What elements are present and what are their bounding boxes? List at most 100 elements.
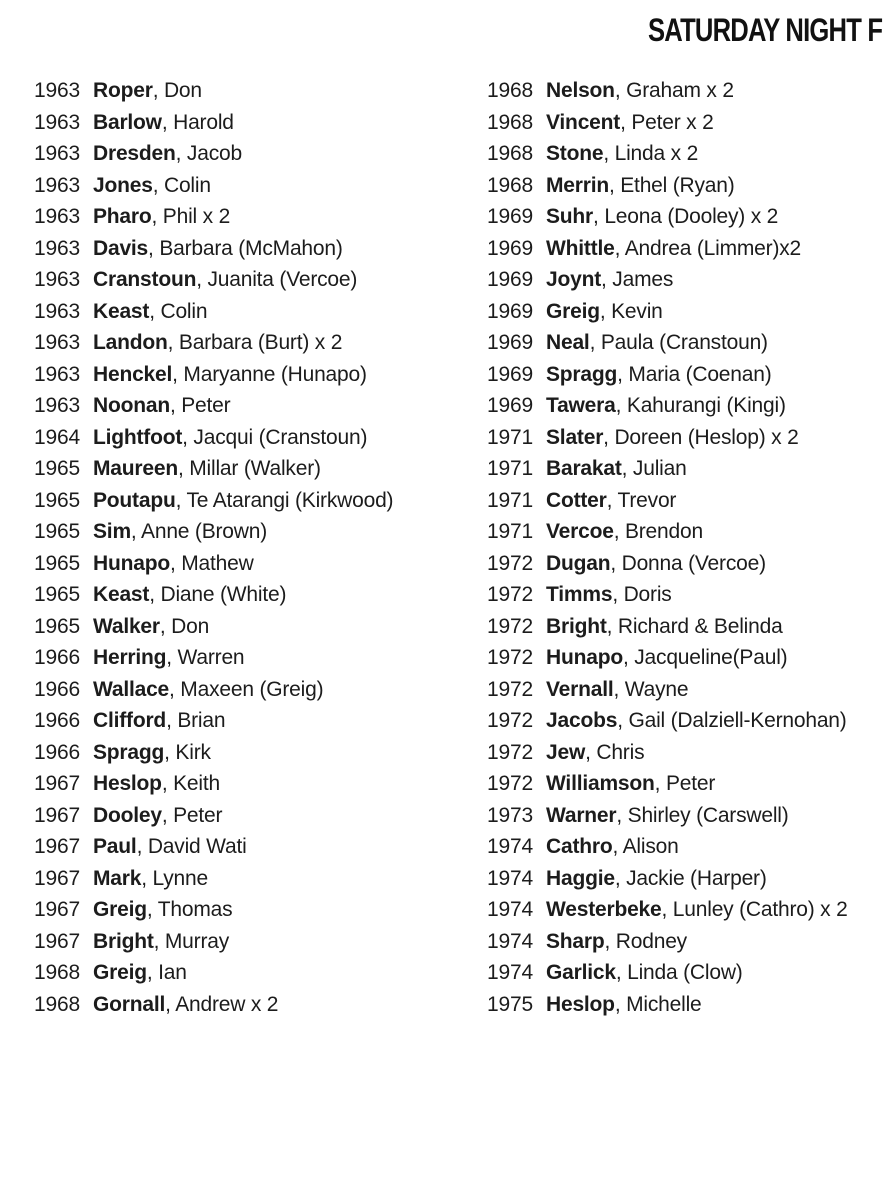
entry-detail: , Phil x 2 [151, 205, 231, 228]
entry-detail: , Andrea (Limmer)x2 [614, 236, 802, 260]
entry-surname: Spragg [93, 740, 165, 764]
list-item: 1969 Whittle, Andrea (Limmer)x2 [487, 233, 848, 265]
entry-detail: , Graham x 2 [614, 79, 734, 102]
list-item: 1968 Merrin, Ethel (Ryan) [487, 170, 848, 202]
entry-surname: Greig [546, 299, 600, 323]
entry-year: 1969 [487, 268, 533, 291]
entry-year: 1967 [34, 929, 80, 953]
list-item: 1974 Westerbeke, Lunley (Cathro) x 2 [487, 894, 848, 926]
list-item: 1974 Garlick, Linda (Clow) [487, 957, 848, 989]
entry-year: 1963 [34, 299, 80, 323]
list-item: 1963 Roper, Don [34, 75, 393, 107]
list-item: 1965 Sim, Anne (Brown) [34, 516, 393, 548]
entry-detail: , Doris [612, 583, 672, 606]
entry-detail: , Wayne [613, 677, 689, 701]
entry-detail: , Mathew [169, 551, 254, 575]
entry-surname: Haggie [546, 866, 615, 890]
entry-detail: , Murray [153, 929, 230, 953]
entry-detail: , Harold [161, 110, 234, 134]
list-item: 1967 Heslop, Keith [34, 768, 393, 800]
entry-detail: , Don [152, 79, 202, 102]
entry-surname: Warner [546, 803, 617, 827]
list-item: 1967 Dooley, Peter [34, 800, 393, 832]
entry-surname: Sim [93, 520, 131, 543]
entry-year: 1968 [487, 142, 533, 165]
entry-year: 1965 [34, 457, 80, 480]
entry-year: 1974 [487, 929, 533, 953]
entry-detail: , Jacqueline(Paul) [622, 646, 788, 669]
list-item: 1967 Mark, Lynne [34, 863, 393, 895]
entry-year: 1968 [487, 110, 533, 134]
list-item: 1966 Herring, Warren [34, 642, 393, 674]
entry-surname: Tawera [546, 394, 616, 417]
entry-detail: , Linda (Clow) [615, 961, 743, 984]
list-item: 1967 Bright, Murray [34, 926, 393, 958]
entry-surname: Henckel [93, 362, 173, 386]
entry-surname: Merrin [546, 173, 609, 197]
entry-surname: Jew [546, 740, 586, 764]
entry-surname: Clifford [93, 709, 167, 732]
entry-year: 1972 [487, 709, 533, 732]
entry-detail: , Kahurangi (Kingi) [615, 394, 786, 417]
entry-detail: , Thomas [146, 898, 233, 921]
entry-surname: Dugan [546, 551, 611, 575]
list-item: 1972 Williamson, Peter [487, 768, 848, 800]
list-item: 1974 Haggie, Jackie (Harper) [487, 863, 848, 895]
entry-detail: , Peter [169, 394, 231, 417]
entry-surname: Greig [93, 898, 147, 921]
entry-surname: Vernall [546, 677, 614, 701]
entry-year: 1967 [34, 772, 80, 795]
entry-year: 1963 [34, 142, 80, 165]
list-item: 1971 Barakat, Julian [487, 453, 848, 485]
entry-detail: , Brendon [613, 520, 703, 543]
entry-surname: Lightfoot [93, 425, 183, 449]
entry-detail: , Lunley (Cathro) x 2 [661, 898, 848, 921]
entry-year: 1972 [487, 583, 533, 606]
entry-detail: , Barbara (McMahon) [148, 236, 343, 260]
entry-detail: , Leona (Dooley) x 2 [593, 205, 779, 228]
entry-detail: , Ian [146, 961, 187, 984]
entry-surname: Noonan [93, 394, 170, 417]
entry-detail: , Gail (Dalziell-Kernohan) [617, 709, 847, 732]
list-item: 1966 Wallace, Maxeen (Greig) [34, 674, 393, 706]
entry-detail: , Alison [612, 835, 679, 858]
entry-year: 1963 [34, 268, 80, 291]
list-item: 1969 Tawera, Kahurangi (Kingi) [487, 390, 848, 422]
list-item: 1966 Clifford, Brian [34, 705, 393, 737]
list-item: 1967 Paul, David Wati [34, 831, 393, 863]
list-item: 1972 Vernall, Wayne [487, 674, 848, 706]
entry-year: 1969 [487, 236, 533, 260]
entry-year: 1969 [487, 299, 533, 323]
entry-detail: , Diane (White) [149, 583, 287, 606]
entry-year: 1972 [487, 614, 533, 638]
entry-detail: , Lynne [141, 866, 208, 890]
list-item: 1974 Cathro, Alison [487, 831, 848, 863]
entry-year: 1963 [34, 110, 80, 134]
entry-detail: , Peter x 2 [620, 110, 714, 134]
entry-surname: Walker [93, 614, 160, 638]
list-item: 1975 Heslop, Michelle [487, 989, 848, 1021]
entry-surname: Sharp [546, 929, 605, 953]
list-item: 1967 Greig, Thomas [34, 894, 393, 926]
list-item: 1968 Greig, Ian [34, 957, 393, 989]
entry-year: 1965 [34, 551, 80, 575]
page-title: SATURDAY NIGHT F [648, 12, 883, 48]
entry-detail: , David Wati [136, 835, 247, 858]
entry-year: 1964 [34, 425, 80, 449]
entry-surname: Maureen [93, 457, 178, 480]
list-item: 1972 Dugan, Donna (Vercoe) [487, 548, 848, 580]
entry-surname: Herring [93, 646, 167, 669]
entry-surname: Roper [93, 79, 153, 102]
entry-year: 1969 [487, 362, 533, 386]
entry-surname: Hunapo [546, 646, 623, 669]
entry-detail: , Anne (Brown) [130, 520, 268, 543]
list-item: 1968 Gornall, Andrew x 2 [34, 989, 393, 1021]
entry-year: 1971 [487, 457, 533, 480]
entry-detail: , Maxeen (Greig) [169, 677, 324, 701]
entry-detail: , Chris [585, 740, 645, 764]
list-item: 1963 Jones, Colin [34, 170, 393, 202]
list-item: 1971 Slater, Doreen (Heslop) x 2 [487, 422, 848, 454]
entry-surname: Vercoe [546, 520, 614, 543]
entry-detail: , Shirley (Carswell) [616, 803, 789, 827]
entry-detail: , Colin [149, 299, 208, 323]
